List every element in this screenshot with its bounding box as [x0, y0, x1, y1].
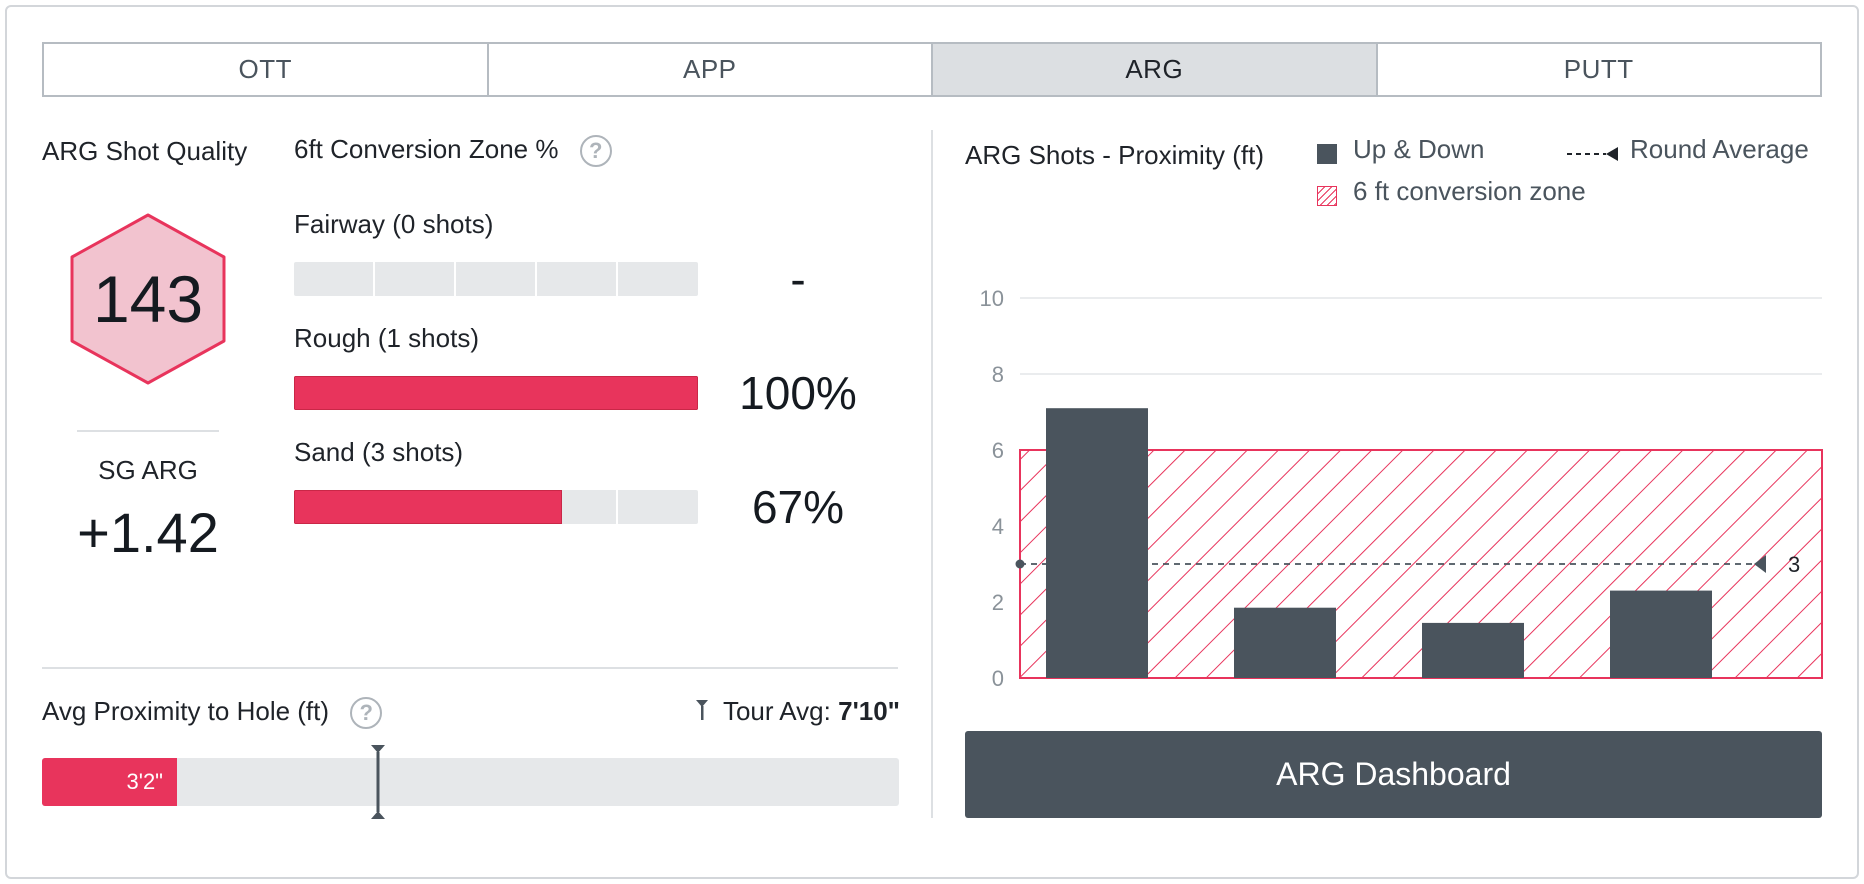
hatch-icon: [1317, 185, 1337, 206]
conversion-title-row: 6ft Conversion Zone % ?: [294, 134, 612, 168]
proximity-title: Avg Proximity to Hole (ft): [42, 696, 330, 726]
sand-bar: [294, 490, 698, 524]
proximity-bar-fill: 3'2": [42, 758, 177, 806]
y-tick-label: 8: [992, 362, 1004, 387]
fairway-pct: -: [790, 253, 806, 305]
rough-bar-fill: [294, 376, 698, 410]
sand-pct: 67%: [751, 481, 845, 533]
y-tick-label: 2: [992, 590, 1004, 615]
column-divider: [931, 130, 933, 818]
square-icon: [1317, 143, 1337, 164]
sg-value: +1.42: [77, 501, 219, 564]
tour-marker-icon: [696, 700, 709, 720]
legend-conversion-zone: 6 ft conversion zone: [1317, 176, 1586, 207]
tour-avg-value: 7'10": [838, 696, 900, 726]
y-tick-label: 10: [980, 286, 1004, 311]
round-average-label: 3: [1788, 552, 1800, 577]
section-divider: [42, 667, 898, 669]
y-tick-label: 4: [992, 514, 1004, 539]
legend-round-average-label: Round Average: [1630, 134, 1809, 164]
tour-avg-marker: [371, 745, 385, 819]
conversion-title: 6ft Conversion Zone %: [294, 134, 559, 164]
y-tick-label: 6: [992, 438, 1004, 463]
bar-3: [1422, 622, 1524, 678]
rough-bar: [294, 376, 698, 410]
legend-conversion-zone-label: 6 ft conversion zone: [1353, 176, 1586, 206]
divider: [77, 430, 219, 432]
rough-label: Rough (1 shots): [294, 323, 479, 353]
shot-quality-badge: 143: [66, 212, 230, 386]
fairway-bar: [294, 262, 698, 296]
sg-label: SG ARG: [98, 455, 198, 485]
proximity-value: 3'2": [126, 769, 163, 794]
rough-pct: 100%: [739, 367, 857, 419]
dashed-arrow-icon: [1567, 146, 1618, 161]
legend-up-down-label: Up & Down: [1353, 134, 1485, 164]
round-average-arrow: [1754, 555, 1766, 573]
proximity-bar: 3'2": [42, 758, 899, 806]
tab-putt[interactable]: PUTT: [1377, 44, 1820, 95]
category-tabs: OTT APP ARG PUTT: [42, 42, 1822, 97]
shot-quality-title: ARG Shot Quality: [42, 136, 248, 166]
tab-app[interactable]: APP: [488, 44, 933, 95]
tour-avg: Tour Avg: 7'10": [694, 696, 900, 727]
proximity-chart: 0 2 4 6 8 10 3: [980, 286, 1823, 690]
sand-bar-fill: [294, 490, 562, 524]
sand-label: Sand (3 shots): [294, 437, 464, 467]
bar-2: [1234, 607, 1336, 678]
chart-title: ARG Shots - Proximity (ft): [965, 140, 1265, 170]
legend-up-down: Up & Down: [1317, 134, 1485, 165]
tour-avg-label: Tour Avg:: [722, 696, 831, 726]
bar-4: [1610, 590, 1712, 678]
arg-dashboard-button[interactable]: ARG Dashboard: [965, 731, 1822, 818]
question-circle-icon[interactable]: ?: [579, 135, 612, 168]
shot-quality-value: 143: [92, 262, 204, 336]
tab-arg[interactable]: ARG: [933, 44, 1378, 95]
bar-1: [1046, 408, 1148, 678]
fairway-label: Fairway (0 shots): [294, 209, 494, 239]
y-tick-label: 0: [992, 666, 1004, 690]
question-circle-icon[interactable]: ?: [350, 697, 383, 730]
tab-ott[interactable]: OTT: [44, 44, 489, 95]
hexagon-icon: [70, 213, 226, 385]
legend-round-average: Round Average: [1566, 134, 1809, 165]
proximity-title-row: Avg Proximity to Hole (ft) ?: [42, 696, 383, 730]
